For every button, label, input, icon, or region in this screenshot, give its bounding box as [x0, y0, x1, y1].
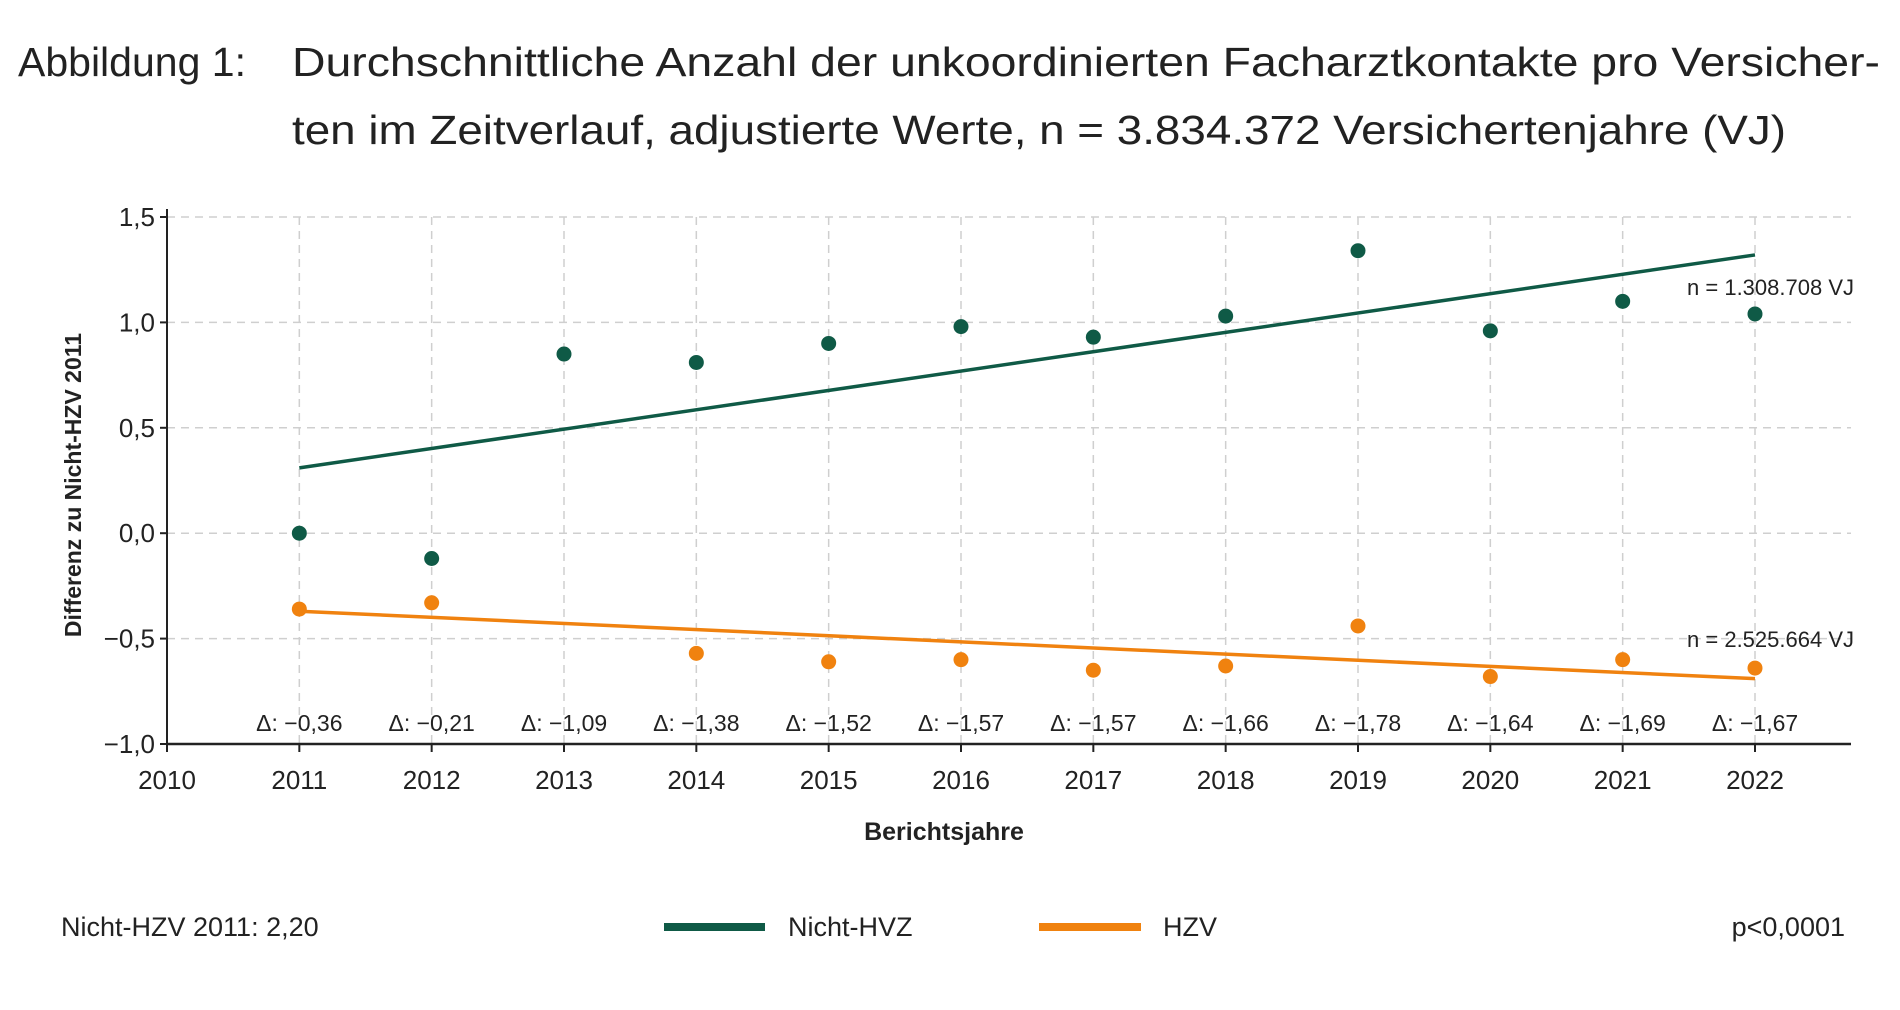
x-tick-label: 2019	[1329, 765, 1387, 795]
data-point-nicht-hvz	[1350, 243, 1366, 259]
chart-title-prefix: Abbildung 1:	[18, 39, 246, 85]
x-tick-label: 2016	[932, 765, 990, 795]
data-point-hzv	[1218, 658, 1234, 674]
data-point-hzv	[953, 652, 969, 668]
x-tick-label: 2022	[1726, 765, 1784, 795]
data-point-nicht-hvz	[1218, 308, 1234, 324]
delta-label: Δ: −1,57	[918, 710, 1004, 736]
delta-label: Δ: −1,66	[1182, 710, 1268, 736]
data-point-hzv	[821, 654, 837, 670]
delta-label: Δ: −1,64	[1447, 710, 1534, 736]
data-point-nicht-hvz	[953, 319, 969, 335]
delta-label: Δ: −1,38	[653, 710, 739, 736]
delta-label: Δ: −1,67	[1712, 710, 1798, 736]
delta-label: Δ: −1,09	[521, 710, 607, 736]
marks: Δ: −0,36 Δ: −0,21 Δ: −1,09 Δ: −1,38 Δ: −1,52…	[256, 243, 1854, 736]
data-point-hzv	[1615, 652, 1631, 668]
y-tick-label: 1,0	[119, 307, 155, 337]
delta-label: Δ: −0,21	[388, 710, 474, 736]
axes: −1,0 −0,5 0,0 0,5 1,0 1,5 2010 2011 2012 2013 2014…	[104, 202, 1851, 795]
y-tick-label: 0,0	[119, 518, 155, 548]
x-tick-label: 2015	[800, 765, 858, 795]
trend-line-nicht-hvz	[299, 253, 1756, 470]
delta-label: Δ: −1,52	[785, 710, 871, 736]
x-tick-label: 2013	[535, 765, 593, 795]
data-point-hzv	[688, 645, 704, 661]
data-point-hzv	[424, 595, 440, 611]
grid	[167, 216, 1851, 744]
x-axis-label: Berichtsjahre	[864, 818, 1024, 846]
footnote-baseline: Nicht-HZV 2011: 2,20	[61, 912, 319, 942]
delta-label: Δ: −0,36	[256, 710, 342, 736]
data-point-nicht-hvz	[1747, 306, 1763, 322]
y-tick-label: 0,5	[119, 413, 155, 443]
y-axis-label: Differenz zu Nicht-HZV 2011	[60, 333, 86, 637]
y-tick-label: −0,5	[104, 624, 155, 654]
data-point-nicht-hvz	[424, 550, 440, 566]
x-tick-label: 2017	[1064, 765, 1122, 795]
chart-title-line1: Durchschnittliche Anzahl der unkoordinie…	[292, 39, 1880, 85]
delta-label: Δ: −1,69	[1579, 710, 1665, 736]
footnote-p-value: p<0,0001	[1732, 912, 1845, 942]
n-label-hzv: n = 2.525.664 VJ	[1687, 627, 1854, 652]
data-point-nicht-hvz	[291, 525, 307, 541]
x-tick-label: 2018	[1197, 765, 1255, 795]
data-point-nicht-hvz	[1615, 293, 1631, 309]
x-tick-label: 2012	[403, 765, 461, 795]
delta-label: Δ: −1,78	[1315, 710, 1401, 736]
y-tick-label: 1,5	[119, 202, 155, 232]
data-point-nicht-hvz	[1482, 323, 1498, 339]
x-tick-label: 2014	[667, 765, 725, 795]
data-point-nicht-hvz	[1085, 329, 1101, 345]
x-tick-label: 2011	[271, 765, 327, 795]
legend-label-hzv: HZV	[1163, 912, 1217, 942]
data-point-hzv	[1747, 660, 1763, 676]
trend-line-hzv	[299, 609, 1756, 681]
data-point-hzv	[291, 601, 307, 617]
x-tick-label: 2010	[138, 765, 196, 795]
n-label-nicht-hvz: n = 1.308.708 VJ	[1687, 275, 1854, 300]
x-tick-label: 2020	[1461, 765, 1519, 795]
x-tick-label: 2021	[1594, 765, 1652, 795]
data-point-nicht-hvz	[556, 346, 572, 362]
y-tick-label: −1,0	[104, 729, 155, 759]
chart-title-line2: ten im Zeitverlauf, adjustierte Werte, n…	[292, 107, 1786, 153]
legend-label-nicht-hvz: Nicht-HVZ	[788, 912, 913, 942]
data-point-hzv	[1085, 662, 1101, 678]
data-point-nicht-hvz	[688, 354, 704, 370]
data-point-hzv	[1482, 669, 1498, 685]
delta-label: Δ: −1,57	[1050, 710, 1136, 736]
data-point-hzv	[1350, 618, 1366, 634]
data-point-nicht-hvz	[821, 335, 837, 351]
